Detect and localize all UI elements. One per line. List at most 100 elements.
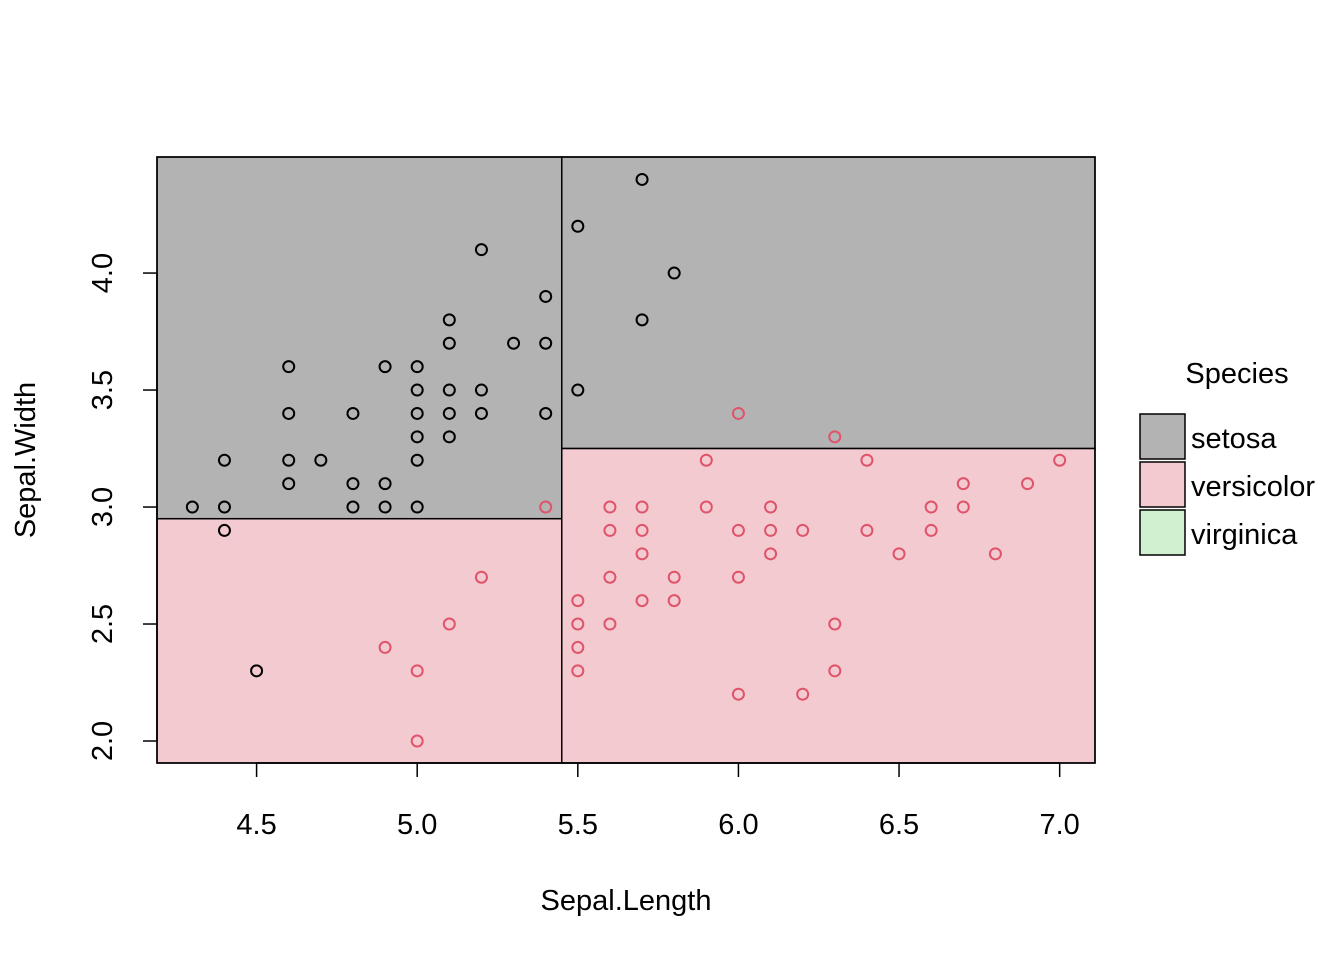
point-versicolor xyxy=(474,570,488,584)
point-versicolor xyxy=(1021,477,1035,491)
point-setosa xyxy=(346,477,360,491)
point-versicolor xyxy=(956,477,970,491)
x-tick-label: 6.5 xyxy=(879,809,919,841)
point-versicolor xyxy=(571,640,585,654)
y-tick-label: 2.5 xyxy=(87,604,119,644)
point-setosa xyxy=(442,313,456,327)
point-setosa xyxy=(378,477,392,491)
x-tick-label: 6.0 xyxy=(718,809,758,841)
point-setosa xyxy=(282,453,296,467)
point-versicolor xyxy=(764,523,778,537)
point-setosa xyxy=(378,360,392,374)
data-points xyxy=(185,172,1067,748)
point-setosa xyxy=(442,430,456,444)
point-setosa xyxy=(282,406,296,420)
y-axis-label: Sepal.Width xyxy=(10,382,42,538)
point-setosa xyxy=(378,500,392,514)
point-setosa xyxy=(571,219,585,233)
x-tick-label: 5.5 xyxy=(558,809,598,841)
y-axis: 2.0 2.5 3.0 3.5 4.0 xyxy=(87,253,158,761)
y-tick-label: 2.0 xyxy=(87,721,119,761)
point-versicolor xyxy=(635,500,649,514)
point-versicolor xyxy=(796,523,810,537)
point-versicolor xyxy=(603,500,617,514)
point-versicolor xyxy=(442,617,456,631)
point-setosa xyxy=(410,500,424,514)
x-axis: 4.5 5.0 5.5 6.0 6.5 7.0 xyxy=(236,762,1080,841)
point-versicolor xyxy=(571,594,585,608)
point-versicolor xyxy=(635,523,649,537)
point-setosa xyxy=(635,172,649,186)
region-versicolor xyxy=(561,447,1096,764)
legend-label-setosa: setosa xyxy=(1191,423,1277,455)
point-setosa xyxy=(539,336,553,350)
point-setosa xyxy=(282,477,296,491)
point-setosa xyxy=(474,383,488,397)
point-versicolor xyxy=(731,687,745,701)
point-versicolor xyxy=(764,500,778,514)
point-versicolor xyxy=(603,570,617,584)
y-tick-label: 4.0 xyxy=(87,253,119,293)
region-versicolor xyxy=(156,517,563,764)
point-versicolor xyxy=(796,687,810,701)
point-setosa xyxy=(410,406,424,420)
region-setosa xyxy=(156,156,563,520)
point-setosa xyxy=(635,313,649,327)
legend-title: Species xyxy=(1185,358,1288,390)
point-versicolor xyxy=(603,617,617,631)
point-setosa xyxy=(282,360,296,374)
point-versicolor xyxy=(956,500,970,514)
point-versicolor xyxy=(828,664,842,678)
point-versicolor xyxy=(924,523,938,537)
point-versicolor xyxy=(988,547,1002,561)
point-versicolor xyxy=(1053,453,1067,467)
point-versicolor xyxy=(764,547,778,561)
region-setosa xyxy=(561,156,1096,450)
point-versicolor xyxy=(603,523,617,537)
point-setosa xyxy=(442,383,456,397)
point-versicolor xyxy=(731,523,745,537)
point-versicolor xyxy=(699,453,713,467)
y-tick-label: 3.0 xyxy=(87,487,119,527)
point-setosa xyxy=(185,500,199,514)
x-axis-label: Sepal.Length xyxy=(541,885,712,917)
point-versicolor xyxy=(892,547,906,561)
point-versicolor xyxy=(731,406,745,420)
x-tick-label: 7.0 xyxy=(1040,809,1080,841)
point-setosa xyxy=(442,336,456,350)
point-versicolor xyxy=(860,453,874,467)
point-setosa xyxy=(346,500,360,514)
point-setosa xyxy=(410,430,424,444)
point-versicolor xyxy=(699,500,713,514)
y-tick-label: 3.5 xyxy=(87,370,119,410)
legend-swatch-versicolor xyxy=(1139,461,1186,508)
point-versicolor xyxy=(539,500,553,514)
point-setosa xyxy=(346,406,360,420)
point-setosa xyxy=(217,500,231,514)
point-setosa xyxy=(410,360,424,374)
point-setosa xyxy=(539,406,553,420)
point-versicolor xyxy=(571,617,585,631)
x-tick-label: 4.5 xyxy=(236,809,276,841)
point-versicolor xyxy=(410,734,424,748)
point-setosa xyxy=(667,266,681,280)
point-setosa xyxy=(217,453,231,467)
point-setosa xyxy=(217,523,231,537)
legend-label-virginica: virginica xyxy=(1191,519,1298,551)
point-setosa xyxy=(539,289,553,303)
point-versicolor xyxy=(667,594,681,608)
point-versicolor xyxy=(571,664,585,678)
point-setosa xyxy=(442,406,456,420)
point-versicolor xyxy=(828,430,842,444)
point-versicolor xyxy=(635,594,649,608)
point-setosa xyxy=(410,383,424,397)
point-versicolor xyxy=(828,617,842,631)
decision-regions xyxy=(156,156,1096,764)
point-setosa xyxy=(250,664,264,678)
point-versicolor xyxy=(378,640,392,654)
point-versicolor xyxy=(860,523,874,537)
point-setosa xyxy=(507,336,521,350)
point-versicolor xyxy=(667,570,681,584)
legend-swatch-virginica xyxy=(1139,509,1186,556)
